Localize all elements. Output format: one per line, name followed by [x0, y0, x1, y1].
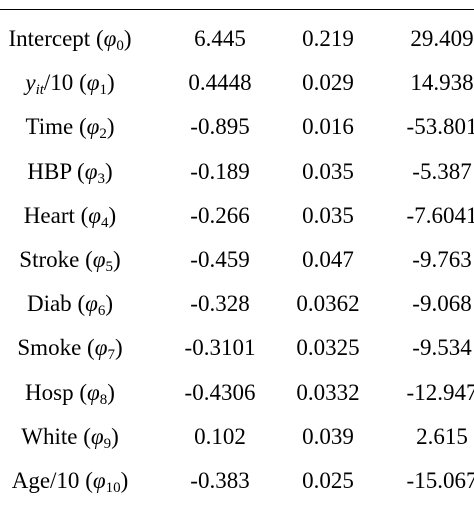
parameter-subscript: 4 — [101, 214, 109, 231]
parameter-subscript: 9 — [103, 435, 112, 452]
z-value-cell: -7.6041 — [406, 202, 474, 228]
parameter-symbol: φ — [88, 202, 102, 228]
parameter-symbol: φ — [92, 468, 106, 493]
label-text: Diab — [26, 291, 72, 317]
parameter-subscript: 1 — [99, 82, 107, 99]
label-rest: /10 — [43, 70, 74, 96]
std-error-cell: 0.219 — [302, 26, 354, 51]
std-error-cell: 0.016 — [302, 114, 354, 140]
row-label: Smoke (φ7) — [17, 335, 123, 364]
std-error-cell: 0.025 — [302, 468, 354, 493]
parameter-subscript: 5 — [105, 259, 114, 275]
parameter-symbol: φ — [86, 70, 100, 96]
label-text: Smoke — [17, 335, 82, 361]
label-text: Intercept — [8, 26, 91, 51]
estimate-cell: -0.3101 — [184, 335, 256, 361]
estimate-cell: -0.459 — [190, 247, 250, 272]
label-text: Heart — [23, 202, 75, 228]
std-error-cell: 0.035 — [302, 158, 354, 184]
row-label: Hosp (φ8) — [25, 379, 115, 408]
parameter-subscript: 8 — [99, 391, 108, 408]
parameter-symbol: φ — [86, 114, 100, 140]
z-value-cell: 29.409 — [410, 26, 474, 51]
z-value-cell: -15.067 — [406, 468, 474, 493]
parameter-subscript: 10 — [105, 480, 121, 496]
parameter-symbol: φ — [84, 158, 98, 184]
z-value-cell: -9.763 — [412, 247, 472, 272]
parameter-symbol: φ — [85, 291, 98, 317]
z-value-cell: -12.947 — [406, 379, 474, 405]
estimate-cell: 0.4448 — [188, 70, 252, 96]
coefficient-table: Intercept (φ0) 6.445 0.219 29.409 yit/10 (φ1… — [8, 26, 474, 496]
label-text: HBP — [27, 158, 72, 184]
parameter-symbol: φ — [87, 379, 100, 405]
parameter-subscript: 0 — [116, 38, 124, 54]
z-value-cell: 14.938 — [410, 70, 474, 96]
label-text: White — [21, 423, 78, 449]
estimate-cell: 0.102 — [194, 423, 246, 449]
std-error-cell: 0.0332 — [296, 379, 360, 405]
z-value-cell: -5.387 — [412, 158, 472, 184]
row-label: Stroke (φ5) — [19, 247, 121, 275]
row-label: Time (φ2) — [25, 114, 115, 143]
row-label: HBP (φ3) — [27, 158, 113, 187]
label-text: Age/10 — [11, 468, 80, 493]
estimate-cell: -0.328 — [190, 291, 250, 317]
z-value-cell: 2.615 — [416, 423, 468, 449]
std-error-cell: 0.035 — [302, 202, 354, 228]
parameter-subscript: 2 — [99, 126, 107, 143]
label-text: Stroke — [19, 247, 80, 272]
std-error-cell: 0.047 — [302, 247, 354, 272]
z-value-cell: -53.801 — [406, 114, 474, 140]
table-top-rule — [0, 9, 474, 10]
parameter-symbol: φ — [90, 423, 104, 449]
row-label: White (φ9) — [21, 423, 119, 452]
estimate-cell: -0.895 — [190, 114, 250, 140]
parameter-symbol: φ — [94, 335, 108, 361]
label-text: Time — [25, 114, 74, 140]
row-label: Heart (φ4) — [23, 202, 117, 231]
estimate-cell: -0.4306 — [184, 379, 256, 405]
row-label: Diab (φ6) — [26, 291, 114, 320]
estimate-cell: 6.445 — [194, 26, 246, 51]
parameter-subscript: 7 — [107, 347, 115, 364]
z-value-cell: -9.534 — [412, 335, 472, 361]
z-value-cell: -9.068 — [412, 291, 472, 317]
label-var-subscript: it — [35, 82, 44, 99]
estimate-cell: -0.266 — [190, 202, 250, 228]
label-var: y — [25, 70, 36, 96]
std-error-cell: 0.0325 — [296, 335, 360, 361]
estimate-cell: -0.189 — [190, 158, 250, 184]
row-label: Age/10 (φ10) — [11, 468, 129, 496]
std-error-cell: 0.029 — [302, 70, 354, 96]
std-error-cell: 0.039 — [302, 423, 354, 449]
parameter-subscript: 6 — [97, 303, 106, 320]
row-label: Intercept (φ0) — [8, 26, 132, 54]
std-error-cell: 0.0362 — [296, 291, 360, 317]
estimate-cell: -0.383 — [190, 468, 250, 493]
parameter-symbol: φ — [103, 26, 117, 51]
label-text: Hosp — [25, 379, 74, 405]
parameter-subscript: 3 — [97, 170, 105, 187]
parameter-symbol: φ — [92, 247, 106, 272]
row-label: yit/10 (φ1) — [25, 70, 115, 99]
